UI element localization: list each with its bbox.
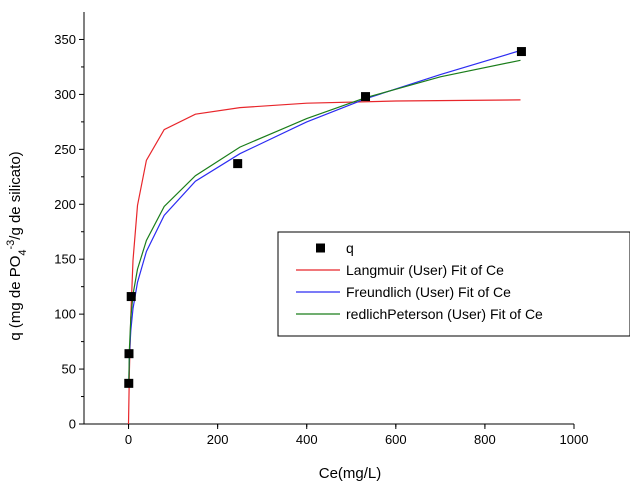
legend-label: Freundlich (User) Fit of Ce — [346, 284, 511, 300]
legend-label: redlichPeterson (User) Fit of Ce — [346, 306, 543, 322]
legend: q Langmuir (User) Fit of Ce Freundlich (Us… — [277, 231, 630, 337]
y-tick-label: 250 — [54, 142, 76, 157]
legend-marker — [316, 243, 325, 253]
data-point — [233, 159, 243, 169]
x-tick-label: 200 — [207, 432, 229, 447]
x-tick-label: 1000 — [560, 432, 589, 447]
y-tick-label: 200 — [54, 197, 76, 212]
data-point — [361, 92, 371, 102]
y-tick-label: 150 — [54, 252, 76, 267]
x-tick-label: 800 — [474, 432, 496, 447]
plot-series — [124, 47, 526, 425]
axes: 0 200 400 600 800 1000 0 50 100 150 200 250 300 350 — [54, 12, 588, 447]
x-axis-title: Ce(mg/L) — [319, 465, 382, 482]
x-tick-label: 0 — [125, 432, 132, 447]
data-point — [124, 378, 134, 388]
y-tick-label: 300 — [54, 87, 76, 102]
data-point — [516, 47, 526, 57]
y-tick-label: 50 — [62, 362, 76, 377]
x-tick-label: 600 — [385, 432, 407, 447]
x-tick-label: 400 — [296, 432, 318, 447]
legend-box — [277, 231, 630, 337]
y-axis-title: q (mg de PO4-3/g de silicato) — [5, 151, 29, 340]
data-point — [124, 349, 134, 359]
y-tick-label: 350 — [54, 32, 76, 47]
legend-label: q — [346, 240, 354, 256]
y-tick-label: 100 — [54, 307, 76, 322]
legend-label: Langmuir (User) Fit of Ce — [346, 262, 504, 278]
y-tick-label: 0 — [69, 417, 76, 432]
data-point — [126, 292, 136, 302]
